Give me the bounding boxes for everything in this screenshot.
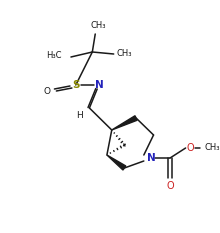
Text: S: S	[72, 80, 80, 90]
Text: H₃C: H₃C	[46, 51, 61, 61]
Text: CH₃: CH₃	[90, 21, 106, 31]
Text: H: H	[76, 112, 83, 120]
Text: CH₃: CH₃	[204, 144, 220, 153]
Text: N: N	[95, 80, 103, 90]
Text: O: O	[187, 143, 194, 153]
Polygon shape	[112, 116, 137, 130]
Text: O: O	[43, 88, 50, 96]
Text: CH₃: CH₃	[117, 48, 132, 58]
Polygon shape	[107, 155, 126, 170]
Text: O: O	[166, 181, 174, 191]
Text: N: N	[147, 153, 156, 163]
